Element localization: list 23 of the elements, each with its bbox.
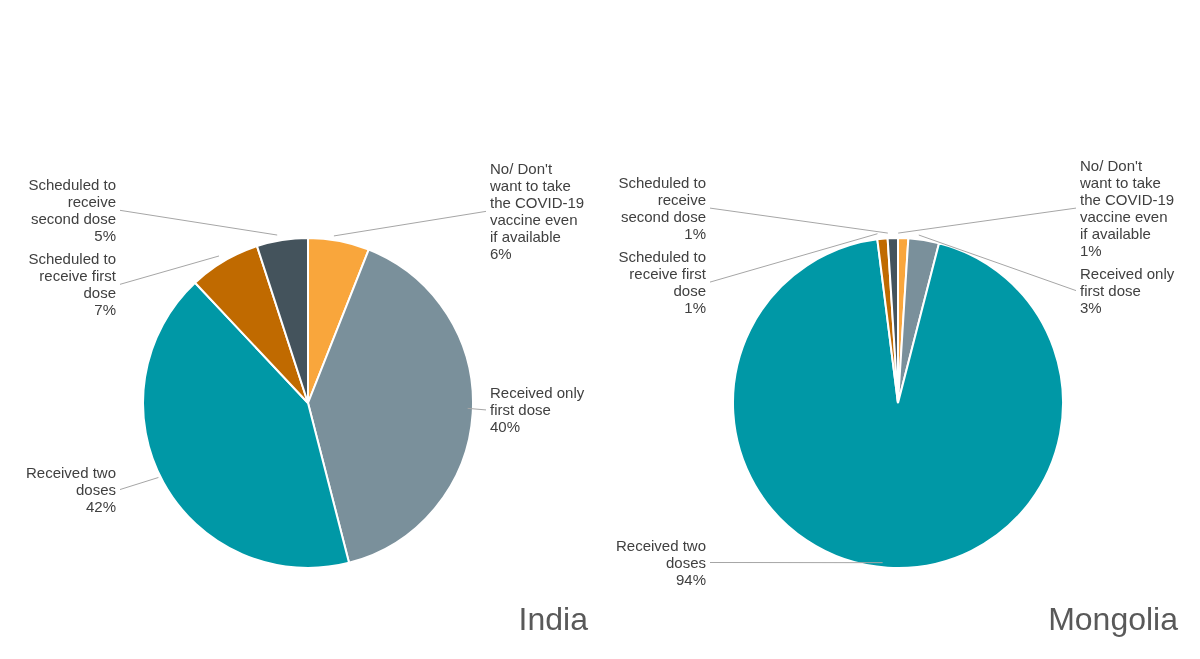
slice-label: Received only first dose (1080, 265, 1175, 300)
slice-label: No/ Don't want to take the COVID-19 vaccine even if available (489, 160, 585, 246)
data-label: 5% (94, 227, 116, 245)
pie-slice (732, 238, 1064, 569)
data-label: 1% (684, 299, 706, 317)
slice-label: Received two doses (615, 537, 706, 571)
data-label: 42% (85, 498, 116, 516)
slice-label: Scheduled to receive first dose (618, 248, 707, 300)
data-label: 1% (1080, 242, 1102, 260)
slice-label: Scheduled to receive second dose (618, 174, 706, 226)
data-label: 94% (675, 571, 706, 588)
text: India (518, 601, 588, 638)
slice-label: Scheduled to receive first dose (28, 250, 117, 302)
data-label: 6% (490, 245, 512, 263)
slice-label: No/ Don't want to take the COVID-19 vaccine even if available (1079, 157, 1175, 243)
data-label: 7% (94, 301, 116, 319)
slice-label: Scheduled to receive second dose (28, 176, 116, 228)
slice-label: Received only first dose (490, 384, 585, 419)
data-label: 3% (1080, 299, 1102, 317)
data-label: 40% (490, 418, 521, 436)
text: Mongolia (1048, 601, 1178, 638)
slice-label: Received two doses (25, 464, 116, 499)
data-label: 1% (684, 225, 706, 243)
